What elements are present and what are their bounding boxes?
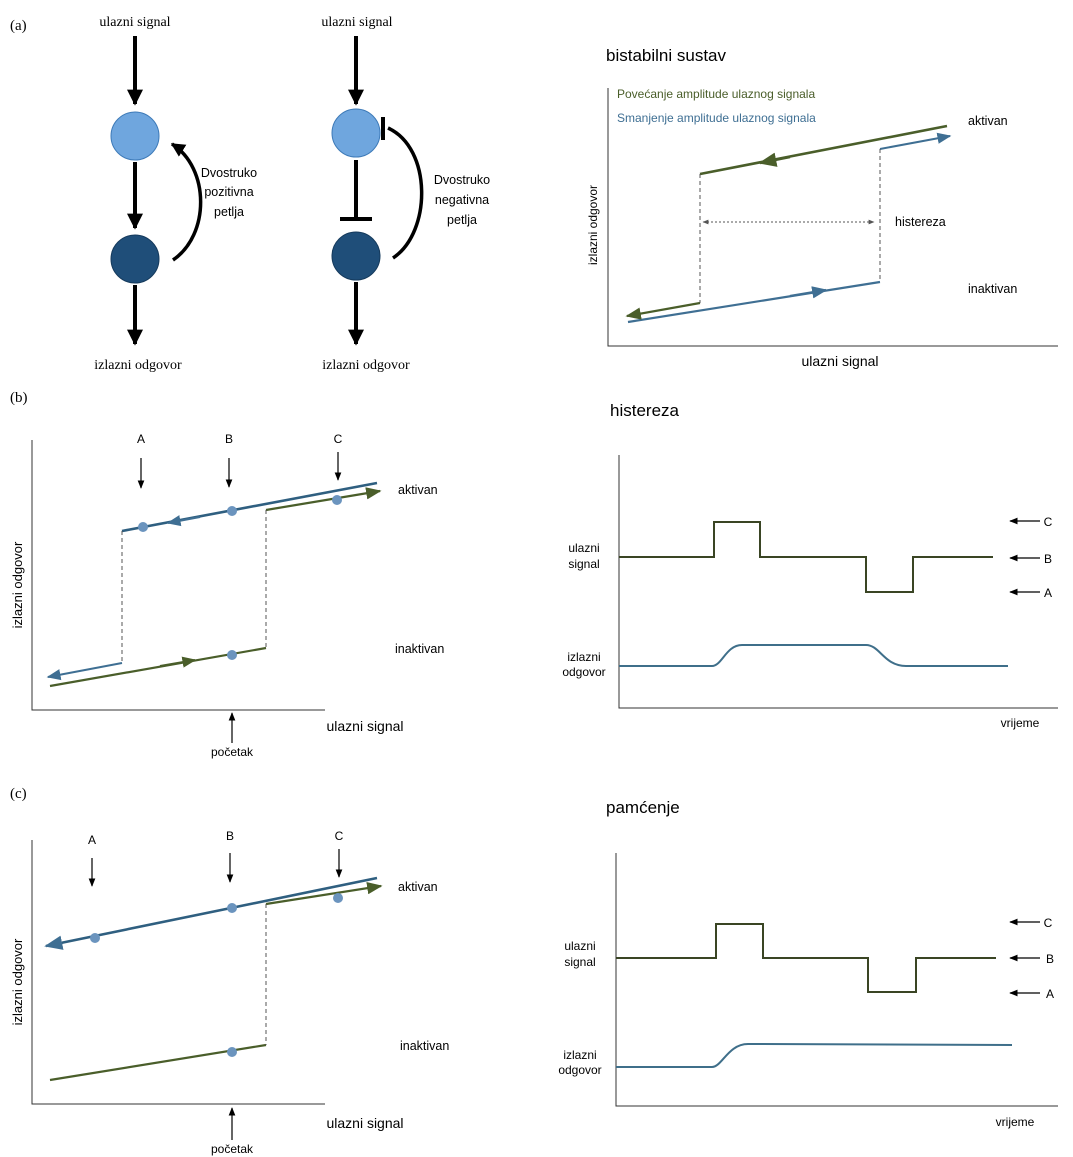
b-level-c: C bbox=[1044, 515, 1053, 529]
b-start-label: početak bbox=[211, 745, 254, 759]
pos-output-label: izlazni odgovor bbox=[94, 358, 182, 373]
c-input-label-1: ulazni bbox=[564, 939, 595, 953]
hysteresis-label: histereza bbox=[895, 215, 946, 229]
b-right-axes bbox=[618, 455, 1058, 709]
b-time-label: vrijeme bbox=[1001, 716, 1040, 730]
c-level-c: C bbox=[1044, 916, 1053, 930]
b-upper-arrow bbox=[166, 515, 201, 527]
bistable-upper-branch bbox=[699, 124, 948, 176]
neg-loop-label-3: petlja bbox=[447, 213, 477, 227]
b-output-label-2: odgovor bbox=[562, 665, 605, 679]
b-dot-c bbox=[332, 495, 342, 505]
bistable-upper-blue bbox=[879, 132, 952, 150]
c-dot-a bbox=[90, 933, 100, 943]
b-inactive-label: inaktivan bbox=[395, 642, 444, 656]
b-input-label-2: signal bbox=[568, 557, 599, 571]
hysteresis-time-plot: histereza ulazni signal izlazni odgovor … bbox=[562, 401, 1058, 730]
pos-loop-label-1: Dvostruko bbox=[201, 166, 257, 180]
pos-loop-label-2: pozitivna bbox=[204, 185, 253, 199]
bistable-legend-increase: Povećanje amplitude ulaznog signala bbox=[617, 87, 815, 101]
memory-state-plot: izlazni odgovor ulazni signal početak A … bbox=[10, 829, 449, 1156]
bistable-title: bistabilni sustav bbox=[606, 46, 727, 65]
bistable-axes bbox=[607, 88, 1058, 347]
b-left-xlabel: ulazni signal bbox=[326, 718, 403, 734]
b-active-label: aktivan bbox=[398, 483, 438, 497]
c-upper-branch bbox=[44, 876, 378, 950]
c-output-label-2: odgovor bbox=[558, 1063, 601, 1077]
b-input-trace bbox=[619, 521, 993, 593]
c-input-label-2: signal bbox=[564, 955, 595, 969]
b-level-a: A bbox=[1044, 586, 1052, 600]
neg-loop-label-1: Dvostruko bbox=[434, 173, 490, 187]
pos-feedback-arc bbox=[170, 142, 203, 262]
neg-output-label: izlazni odgovor bbox=[322, 358, 410, 373]
c-left-xlabel: ulazni signal bbox=[326, 1115, 403, 1131]
b-marker-a: A bbox=[137, 432, 145, 446]
positive-feedback-loop-diagram: ulazni signal izlazni odgovor Dvostruko … bbox=[94, 15, 257, 373]
c-right-title: pamćenje bbox=[606, 798, 680, 817]
c-output-trace bbox=[616, 1042, 1013, 1068]
b-dot-a bbox=[138, 522, 148, 532]
hysteresis-state-plot: izlazni odgovor ulazni signal početak A … bbox=[10, 432, 444, 759]
c-time-label: vrijeme bbox=[996, 1115, 1035, 1129]
bistable-lower-green bbox=[625, 301, 701, 320]
c-right-axes bbox=[615, 853, 1058, 1107]
c-upper-green bbox=[265, 882, 383, 906]
pos-node-light bbox=[110, 111, 160, 161]
bistable-ylabel: izlazni odgovor bbox=[586, 185, 600, 265]
bistable-legend-decrease: Smanjenje amplitude ulaznog signala bbox=[617, 111, 816, 125]
bistable-xlabel: ulazni signal bbox=[801, 353, 878, 369]
panel-c-tag: (c) bbox=[10, 786, 27, 802]
pos-node-dark bbox=[110, 234, 160, 284]
c-left-ylabel: izlazni odgovor bbox=[10, 938, 25, 1025]
c-start-label: početak bbox=[211, 1142, 254, 1156]
c-marker-b: B bbox=[226, 829, 234, 843]
bistable-active-label: aktivan bbox=[968, 114, 1008, 128]
b-right-title: histereza bbox=[610, 401, 680, 420]
neg-node-dark bbox=[331, 231, 381, 281]
c-output-label-1: izlazni bbox=[563, 1048, 596, 1062]
c-level-a: A bbox=[1046, 987, 1054, 1001]
b-lower-arrow bbox=[159, 656, 197, 668]
b-left-ylabel: izlazni odgovor bbox=[10, 541, 25, 628]
c-left-axes bbox=[31, 840, 325, 1105]
b-dot-b bbox=[227, 506, 237, 516]
panel-a-tag: (a) bbox=[10, 18, 27, 34]
c-input-trace bbox=[616, 923, 996, 993]
bistable-lower-arrow bbox=[789, 286, 828, 299]
b-upper-branch bbox=[121, 481, 378, 533]
c-active-label: aktivan bbox=[398, 880, 438, 894]
c-dot-start bbox=[227, 1047, 237, 1057]
neg-input-label: ulazni signal bbox=[321, 15, 392, 30]
c-dot-b bbox=[227, 903, 237, 913]
b-marker-b: B bbox=[225, 432, 233, 446]
b-output-trace bbox=[619, 644, 1008, 667]
b-dot-start bbox=[227, 650, 237, 660]
neg-node-light bbox=[331, 108, 381, 158]
b-output-label-1: izlazni bbox=[567, 650, 600, 664]
bistable-inactive-label: inaktivan bbox=[968, 282, 1017, 296]
c-marker-c: C bbox=[335, 829, 344, 843]
c-inactive-label: inaktivan bbox=[400, 1039, 449, 1053]
negative-feedback-loop-diagram: ulazni signal izlazni odgovor Dvostruko … bbox=[321, 15, 490, 373]
b-lower-blue bbox=[46, 662, 123, 681]
neg-loop-label-2: negativna bbox=[435, 193, 489, 207]
bistable-lower-branch bbox=[627, 280, 881, 324]
pos-loop-label-3: petlja bbox=[214, 205, 244, 219]
bistable-plot: bistabilni sustav Povećanje amplitude ul… bbox=[586, 46, 1058, 369]
bistable-upper-left-arrow bbox=[758, 152, 791, 167]
c-dot-c bbox=[333, 893, 343, 903]
neg-feedback-arc bbox=[387, 126, 424, 260]
c-level-b: B bbox=[1046, 952, 1054, 966]
panel-b-tag: (b) bbox=[10, 390, 28, 406]
c-marker-a: A bbox=[88, 833, 96, 847]
pos-input-label: ulazni signal bbox=[99, 15, 170, 30]
b-upper-green bbox=[265, 487, 382, 512]
b-level-b: B bbox=[1044, 552, 1052, 566]
b-left-axes bbox=[31, 440, 325, 711]
memory-time-plot: pamćenje ulazni signal izlazni odgovor v… bbox=[558, 798, 1058, 1129]
b-marker-c: C bbox=[334, 432, 343, 446]
b-input-label-1: ulazni bbox=[568, 541, 599, 555]
